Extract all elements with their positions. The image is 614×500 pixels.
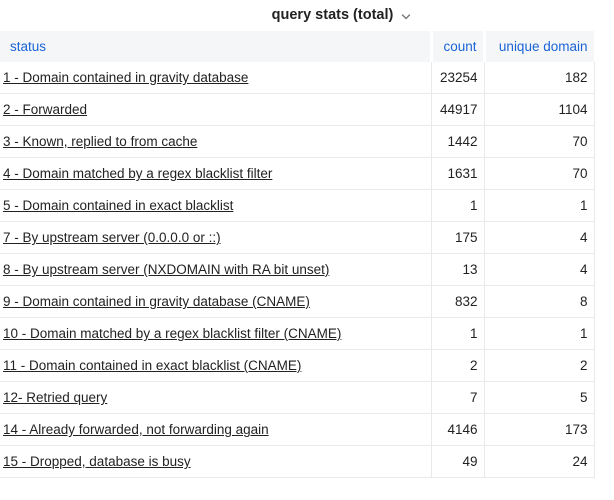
status-link[interactable]: 4 - Domain matched by a regex blacklist … (3, 166, 273, 181)
unique-domain-cell: 182 (483, 62, 595, 94)
count-cell: 7 (430, 381, 484, 414)
table-row: 9 - Domain contained in gravity database… (0, 285, 595, 318)
unique-domain-cell: 1 (483, 317, 595, 350)
status-link[interactable]: 8 - By upstream server (NXDOMAIN with RA… (3, 262, 330, 277)
status-cell: 9 - Domain contained in gravity database… (0, 285, 431, 318)
status-link[interactable]: 3 - Known, replied to from cache (3, 134, 198, 149)
unique-domain-cell: 173 (483, 413, 595, 446)
status-link[interactable]: 7 - By upstream server (0.0.0.0 or ::) (3, 230, 221, 245)
status-link[interactable]: 9 - Domain contained in gravity database… (3, 294, 310, 309)
count-cell: 1 (430, 189, 484, 222)
unique-domain-cell: 1104 (483, 93, 595, 126)
unique-domain-cell: 5 (483, 381, 595, 414)
unique-domain-cell: 24 (483, 445, 595, 478)
status-cell: 11 - Domain contained in exact blacklist… (0, 349, 431, 382)
status-cell: 12- Retried query (0, 381, 431, 414)
count-cell: 1442 (430, 125, 484, 158)
table-row: 4 - Domain matched by a regex blacklist … (0, 157, 595, 190)
unique-domain-cell: 4 (483, 253, 595, 286)
table-row: 1 - Domain contained in gravity database… (0, 62, 595, 94)
count-cell: 1 (430, 317, 484, 350)
status-link[interactable]: 11 - Domain contained in exact blacklist… (3, 358, 302, 373)
count-cell: 175 (430, 221, 484, 254)
status-cell: 5 - Domain contained in exact blacklist (0, 189, 431, 222)
column-header-unique-domain[interactable]: unique domain (482, 31, 595, 62)
query-stats-table: status count unique domain 1 - Domain co… (0, 31, 595, 478)
count-cell: 4146 (430, 413, 484, 446)
table-title-dropdown[interactable]: query stats (total) (272, 8, 413, 23)
count-cell: 1631 (430, 157, 484, 190)
status-link[interactable]: 1 - Domain contained in gravity database (3, 70, 249, 85)
table-row: 12- Retried query 7 5 (0, 381, 595, 414)
status-cell: 3 - Known, replied to from cache (0, 125, 431, 158)
status-cell: 15 - Dropped, database is busy (0, 445, 431, 478)
status-link[interactable]: 14 - Already forwarded, not forwarding a… (3, 422, 269, 437)
table-row: 2 - Forwarded 44917 1104 (0, 93, 595, 126)
table-row: 5 - Domain contained in exact blacklist 1… (0, 189, 595, 222)
status-link[interactable]: 2 - Forwarded (3, 102, 88, 117)
status-cell: 14 - Already forwarded, not forwarding a… (0, 413, 431, 446)
unique-domain-cell: 2 (483, 349, 595, 382)
count-cell: 2 (430, 349, 484, 382)
unique-domain-cell: 1 (483, 189, 595, 222)
table-header-row: status count unique domain (0, 31, 595, 62)
stats-table-body: 1 - Domain contained in gravity database… (0, 62, 595, 478)
page-title: query stats (total) (271, 7, 394, 24)
status-cell: 1 - Domain contained in gravity database (0, 62, 431, 94)
status-link[interactable]: 5 - Domain contained in exact blacklist (3, 198, 234, 213)
count-cell: 23254 (430, 62, 484, 94)
chevron-down-icon[interactable] (400, 11, 412, 23)
table-row: 8 - By upstream server (NXDOMAIN with RA… (0, 253, 595, 286)
status-cell: 8 - By upstream server (NXDOMAIN with RA… (0, 253, 431, 286)
count-cell: 832 (430, 285, 484, 318)
status-cell: 7 - By upstream server (0.0.0.0 or ::) (0, 221, 431, 254)
column-header-status[interactable]: status (0, 31, 431, 62)
status-cell: 4 - Domain matched by a regex blacklist … (0, 157, 431, 190)
unique-domain-cell: 70 (483, 125, 595, 158)
table-row: 11 - Domain contained in exact blacklist… (0, 349, 595, 382)
table-row: 7 - By upstream server (0.0.0.0 or ::) 17… (0, 221, 595, 254)
table-row: 3 - Known, replied to from cache 1442 70 (0, 125, 595, 158)
table-row: 10 - Domain matched by a regex blacklist… (0, 317, 595, 350)
status-cell: 10 - Domain matched by a regex blacklist… (0, 317, 431, 350)
status-link[interactable]: 10 - Domain matched by a regex blacklist… (3, 326, 342, 341)
status-link[interactable]: 15 - Dropped, database is busy (3, 454, 191, 469)
status-link[interactable]: 12- Retried query (3, 390, 108, 405)
table-row: 14 - Already forwarded, not forwarding a… (0, 413, 595, 446)
unique-domain-cell: 70 (483, 157, 595, 190)
count-cell: 13 (430, 253, 484, 286)
count-cell: 49 (430, 445, 484, 478)
status-cell: 2 - Forwarded (0, 93, 431, 126)
table-title-bar: query stats (total) (0, 0, 614, 31)
unique-domain-cell: 8 (483, 285, 595, 318)
unique-domain-cell: 4 (483, 221, 595, 254)
count-cell: 44917 (430, 93, 484, 126)
column-header-count[interactable]: count (429, 31, 484, 62)
table-row: 15 - Dropped, database is busy 49 24 (0, 445, 595, 478)
